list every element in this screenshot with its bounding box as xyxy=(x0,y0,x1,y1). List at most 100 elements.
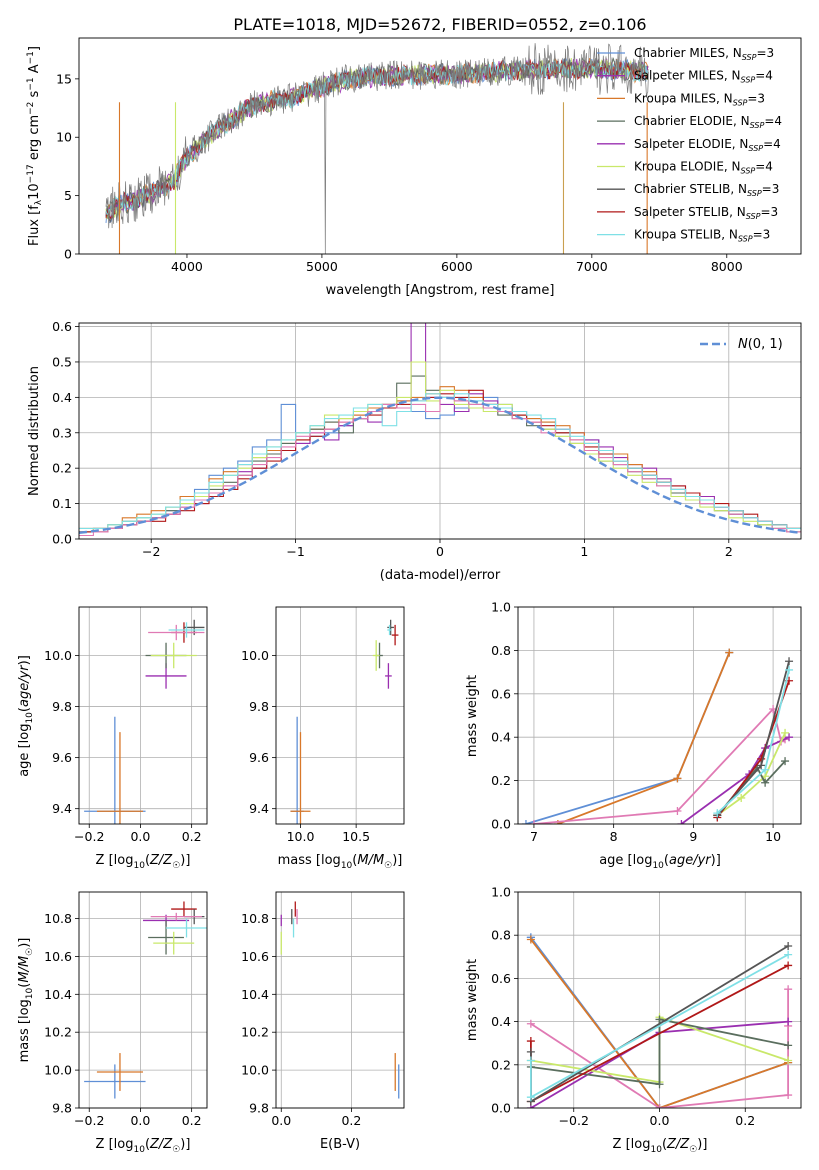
plot-area xyxy=(105,43,649,254)
x-tick-label: −0.2 xyxy=(559,1113,589,1128)
plot-area xyxy=(84,901,207,1099)
weight-series xyxy=(530,938,789,1108)
y-tick-label: 0.5 xyxy=(52,354,72,369)
y-tick-label: 0 xyxy=(64,247,72,262)
y-tick-label: 9.8 xyxy=(249,699,269,714)
weight-marker xyxy=(785,665,794,674)
y-tick-label: 0.4 xyxy=(491,1014,511,1029)
weight-marker xyxy=(526,1093,535,1102)
weight-marker xyxy=(784,1091,793,1100)
x-tick-label: 7 xyxy=(530,829,538,844)
plot-area xyxy=(84,619,205,824)
x-tick-label: −0.2 xyxy=(74,829,104,844)
x-axis-label: mass [log10(M/M☉)] xyxy=(278,853,403,871)
legend-entry: N(0, 1) xyxy=(738,337,783,352)
weight-marker xyxy=(677,820,686,824)
x-tick-label: 10 xyxy=(765,829,781,844)
x-tick-label: 0.2 xyxy=(182,1113,202,1128)
weight-marker xyxy=(784,950,793,959)
y-tick-label: 0.8 xyxy=(491,928,511,943)
weight-marker xyxy=(785,657,794,666)
x-tick-label: 0.2 xyxy=(735,1113,755,1128)
x-tick-label: 0.0 xyxy=(130,829,150,844)
y-tick-label: 10.0 xyxy=(44,1063,72,1078)
x-tick-label: 0.2 xyxy=(182,829,202,844)
weight-marker xyxy=(784,1041,793,1050)
weight-marker xyxy=(521,820,530,824)
weight-series xyxy=(557,652,731,824)
weight-marker xyxy=(761,778,770,787)
y-tick-label: 0.2 xyxy=(491,1057,511,1072)
x-axis-label: Z [log10(Z/Z☉)] xyxy=(613,1137,708,1155)
legend-entry: Chabrier ELODIE, NSSP=4 xyxy=(634,114,782,130)
ebv-mass-panel: 0.0 0.2 9.8 10.0 10.2 10.4 10.6 10.8 E(B-V) xyxy=(241,891,405,1152)
x-axis-label: Z [log10(Z/Z☉)] xyxy=(96,1137,191,1155)
age-weight-panel: 7 8 9 10 0.0 0.2 0.4 0.6 0.8 1.0 age [log10(age/yr… xyxy=(465,600,802,871)
weight-marker xyxy=(673,774,682,783)
x-tick-label: 7000 xyxy=(576,259,608,274)
data-spectrum xyxy=(105,43,649,254)
y-tick-label: 10.0 xyxy=(241,648,269,663)
x-axis-label: age [log10(age/yr)] xyxy=(599,853,721,871)
weight-marker xyxy=(784,1017,793,1026)
z-weight-panel: −0.2 0.0 0.2 0.0 0.2 0.4 0.6 0.8 1.0 Z [log10(Z/Z… xyxy=(465,885,802,1155)
x-axis-label: E(B-V) xyxy=(320,1137,360,1152)
y-tick-label: 0.0 xyxy=(52,532,72,547)
x-tick-label: 0 xyxy=(436,544,444,559)
y-tick-label: 9.8 xyxy=(249,1101,269,1116)
weight-series xyxy=(530,1018,789,1086)
weight-marker xyxy=(757,761,766,770)
axes-frame xyxy=(275,606,405,825)
weight-marker xyxy=(526,1037,535,1046)
x-tick-label: 1 xyxy=(580,544,588,559)
x-axis-label: (data-model)/error xyxy=(380,568,501,583)
y-tick-label: 0.2 xyxy=(491,773,511,788)
plot-area xyxy=(280,901,400,1099)
y-tick-label: 9.6 xyxy=(52,750,72,765)
z-age-panel: −0.2 0.0 0.2 9.4 9.6 9.8 10.0 Z [log10(Z/Z☉)] ag… xyxy=(17,606,208,871)
weight-marker xyxy=(526,1056,535,1065)
weight-marker xyxy=(526,1019,535,1028)
y-tick-label: 0.6 xyxy=(491,686,511,701)
weight-marker xyxy=(784,942,793,950)
legend-entry: Chabrier MILES, NSSP=3 xyxy=(634,46,774,62)
plot-area xyxy=(79,323,801,537)
y-tick-label: 0.1 xyxy=(52,496,72,511)
plot-area xyxy=(290,619,399,824)
plot-area xyxy=(521,648,794,824)
weight-marker xyxy=(655,1015,664,1024)
weight-series xyxy=(533,707,786,824)
weight-marker xyxy=(655,1104,664,1108)
y-tick-label: 10 xyxy=(56,130,72,145)
legend-entry: Kroupa MILES, NSSP=3 xyxy=(634,91,765,107)
histogram-series xyxy=(79,389,801,533)
z-mass-panel: −0.2 0.0 0.2 9.8 10.0 10.2 10.4 10.6 10.8 Z [log1… xyxy=(17,891,208,1155)
y-tick-label: 15 xyxy=(56,71,72,86)
y-axis-label: age [log10(age/yr)] xyxy=(17,655,35,777)
y-tick-label: 0.6 xyxy=(52,319,72,334)
y-tick-label: 10.6 xyxy=(241,949,269,964)
y-tick-label: 9.4 xyxy=(52,801,72,816)
y-tick-label: 10.2 xyxy=(44,1025,72,1040)
x-tick-label: −1 xyxy=(286,544,304,559)
legend-entry: Salpeter ELODIE, NSSP=4 xyxy=(634,137,781,153)
y-tick-label: 0.4 xyxy=(52,390,72,405)
weight-marker xyxy=(673,806,682,815)
legend-entry: Kroupa ELODIE, NSSP=4 xyxy=(634,160,773,176)
axes-frame xyxy=(517,891,802,1109)
y-axis-label: mass weight xyxy=(465,959,480,1041)
y-tick-label: 9.8 xyxy=(52,699,72,714)
axes-frame xyxy=(78,606,208,825)
weight-marker xyxy=(655,1080,664,1089)
normal-curve xyxy=(79,396,801,534)
x-tick-label: 5000 xyxy=(306,259,338,274)
y-tick-label: 5 xyxy=(64,188,72,203)
weight-marker xyxy=(737,793,746,802)
y-tick-label: 10.0 xyxy=(44,648,72,663)
x-tick-label: 8 xyxy=(610,829,618,844)
x-tick-label: 0.0 xyxy=(650,1113,670,1128)
legend-entry: Kroupa STELIB, NSSP=3 xyxy=(634,228,770,244)
weight-marker xyxy=(781,757,790,766)
